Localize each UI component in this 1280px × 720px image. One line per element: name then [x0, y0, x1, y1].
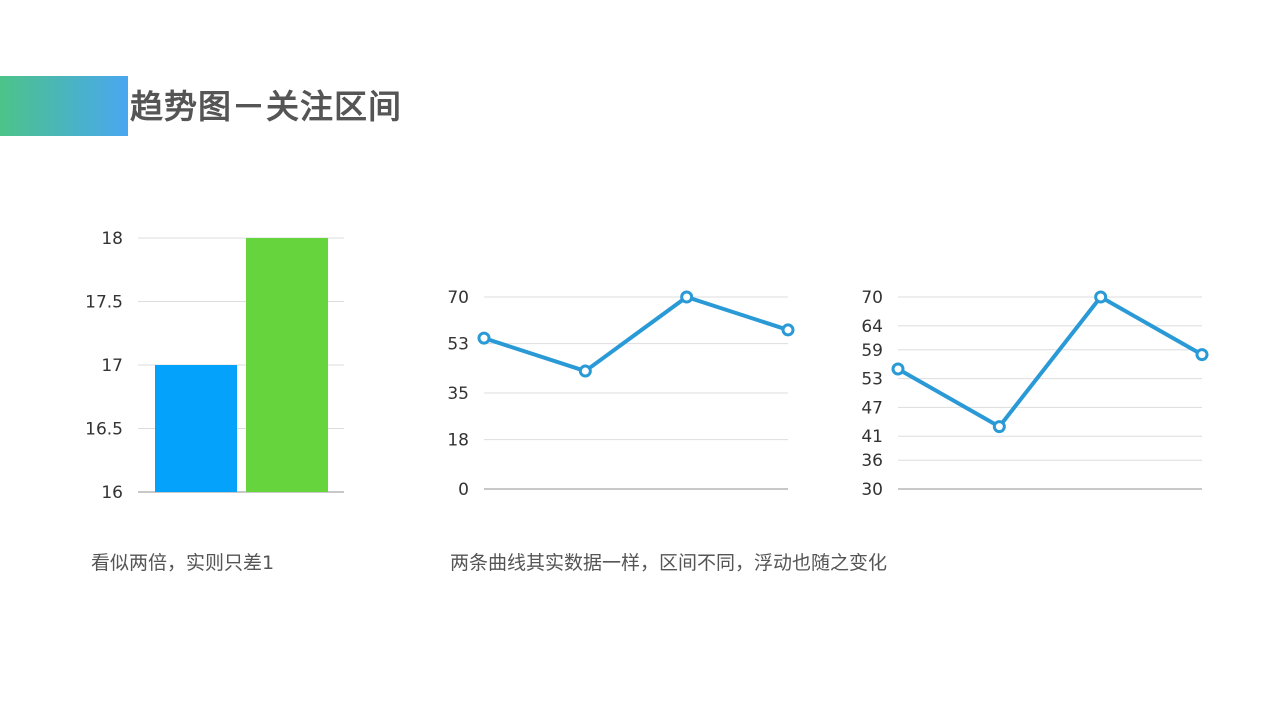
- y-tick-label: 16.5: [85, 420, 123, 440]
- bar: [155, 365, 237, 492]
- y-tick-label: 16: [101, 483, 123, 503]
- y-tick-label: 30: [861, 480, 883, 500]
- caption-bar-chart: 看似两倍，实则只差1: [91, 552, 275, 574]
- y-tick-label: 17.5: [85, 293, 123, 313]
- data-point: [1094, 290, 1108, 304]
- y-tick-label: 59: [861, 341, 883, 361]
- data-point: [578, 364, 592, 378]
- y-tick-label: 53: [447, 335, 469, 355]
- y-tick-label: 41: [861, 427, 883, 447]
- y-tick-label: 64: [861, 317, 883, 337]
- y-tick-label: 47: [861, 398, 883, 418]
- line-chart-narrow-range: 30 36 41 47 53 59 64 70: [861, 288, 1209, 500]
- y-tick-label: 18: [101, 229, 123, 249]
- data-point: [992, 420, 1006, 434]
- series-line: [896, 295, 1204, 429]
- y-tick-label: 70: [447, 288, 469, 308]
- y-tick-label: 18: [447, 431, 469, 451]
- y-tick-label: 17: [101, 356, 123, 376]
- y-tick-label: 35: [447, 384, 469, 404]
- data-point: [477, 331, 491, 345]
- slide-title: 趋势图－关注区间: [130, 87, 402, 126]
- data-point: [680, 290, 694, 304]
- y-tick-label: 0: [458, 480, 469, 500]
- bar-chart: 16 16.5 17 17.5 18: [85, 229, 344, 503]
- data-point: [1195, 348, 1209, 362]
- data-point: [781, 323, 795, 337]
- series-line: [482, 295, 790, 374]
- caption-line-charts: 两条曲线其实数据一样，区间不同，浮动也随之变化: [450, 552, 888, 574]
- bar: [246, 238, 328, 492]
- line-chart-full-range: 0 18 35 53 70: [447, 288, 795, 500]
- title-accent-bar: [0, 76, 128, 136]
- y-tick-label: 53: [861, 370, 883, 390]
- data-point: [891, 362, 905, 376]
- y-tick-label: 70: [861, 288, 883, 308]
- y-tick-label: 36: [861, 451, 883, 471]
